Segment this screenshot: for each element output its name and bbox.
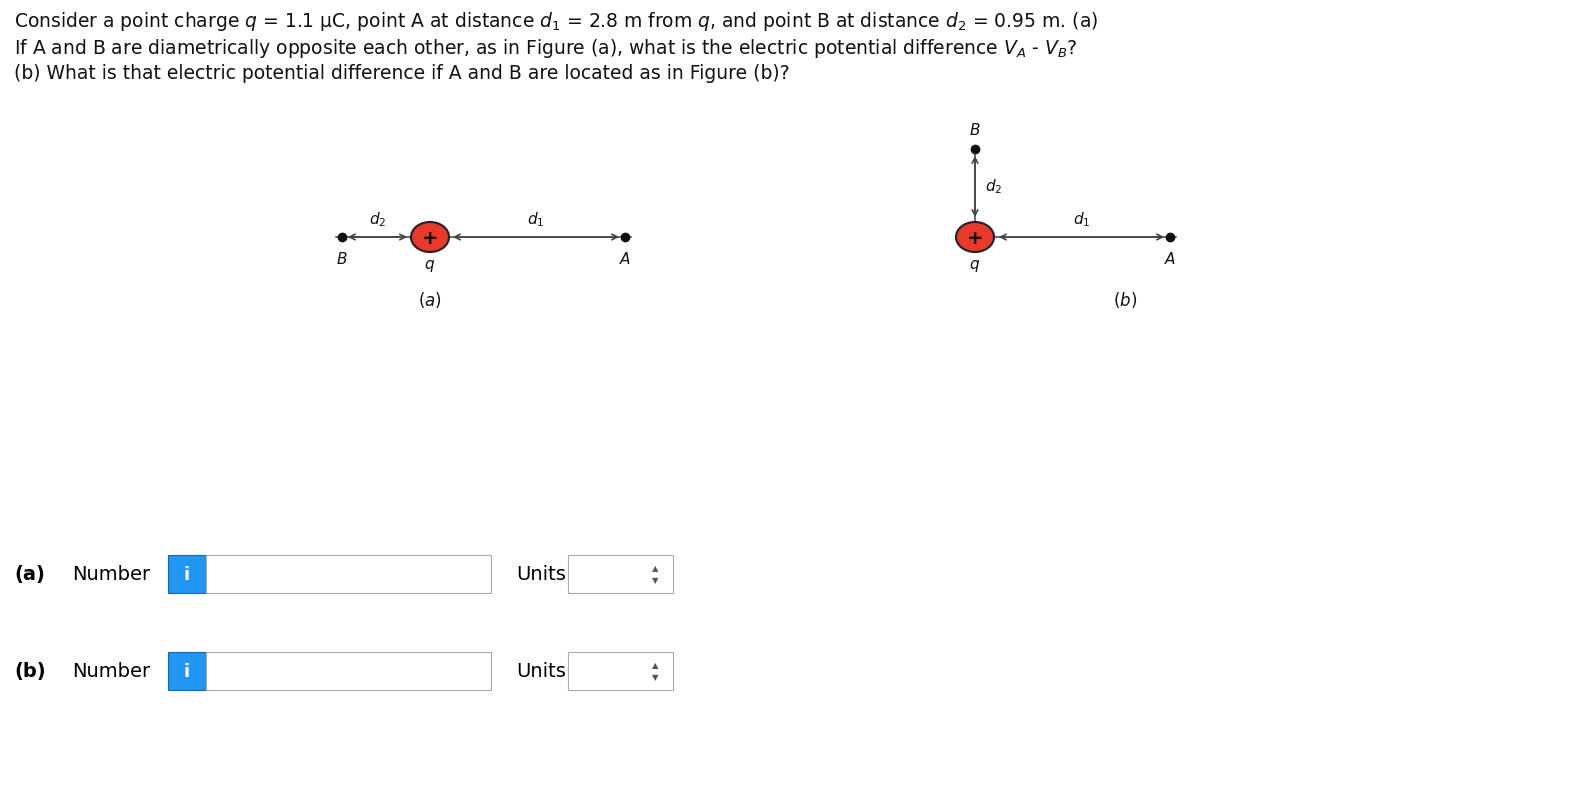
Text: If A and B are diametrically opposite each other, as in Figure (a), what is the : If A and B are diametrically opposite ea… <box>14 37 1078 60</box>
Text: $(b)$: $(b)$ <box>1113 290 1137 310</box>
Text: $d_1$: $d_1$ <box>527 210 545 229</box>
Text: A: A <box>619 252 630 267</box>
Text: B: B <box>970 123 981 138</box>
Text: Units: Units <box>516 662 566 681</box>
Text: i: i <box>184 565 190 583</box>
Text: (b) What is that electric potential difference if A and B are located as in Figu: (b) What is that electric potential diff… <box>14 64 789 83</box>
FancyBboxPatch shape <box>567 652 673 691</box>
Text: (a): (a) <box>14 565 46 584</box>
Text: ▲: ▲ <box>652 661 659 670</box>
FancyBboxPatch shape <box>567 555 673 593</box>
Text: A: A <box>1165 252 1176 267</box>
Text: $q$: $q$ <box>970 257 981 273</box>
Text: ▼: ▼ <box>652 673 659 682</box>
Text: $d_2$: $d_2$ <box>369 210 387 229</box>
FancyBboxPatch shape <box>168 555 206 593</box>
Text: B: B <box>336 252 347 267</box>
FancyBboxPatch shape <box>206 652 490 691</box>
Text: $d_2$: $d_2$ <box>986 177 1003 196</box>
FancyBboxPatch shape <box>206 555 490 593</box>
Ellipse shape <box>410 223 450 253</box>
Text: Number: Number <box>72 662 149 681</box>
Text: Consider a point charge $q$ = 1.1 μC, point A at distance $d_1$ = 2.8 m from $q$: Consider a point charge $q$ = 1.1 μC, po… <box>14 10 1099 33</box>
Text: (b): (b) <box>14 662 46 681</box>
Text: $(a)$: $(a)$ <box>418 290 442 310</box>
Text: $d_1$: $d_1$ <box>1072 210 1091 229</box>
Text: ▲: ▲ <box>652 564 659 573</box>
Text: +: + <box>967 229 982 247</box>
Ellipse shape <box>956 223 994 253</box>
Text: +: + <box>421 229 439 247</box>
FancyBboxPatch shape <box>168 652 206 691</box>
Text: i: i <box>184 662 190 680</box>
Text: Units: Units <box>516 565 566 584</box>
Text: $q$: $q$ <box>424 257 435 273</box>
Text: Number: Number <box>72 565 149 584</box>
Text: ▼: ▼ <box>652 576 659 585</box>
